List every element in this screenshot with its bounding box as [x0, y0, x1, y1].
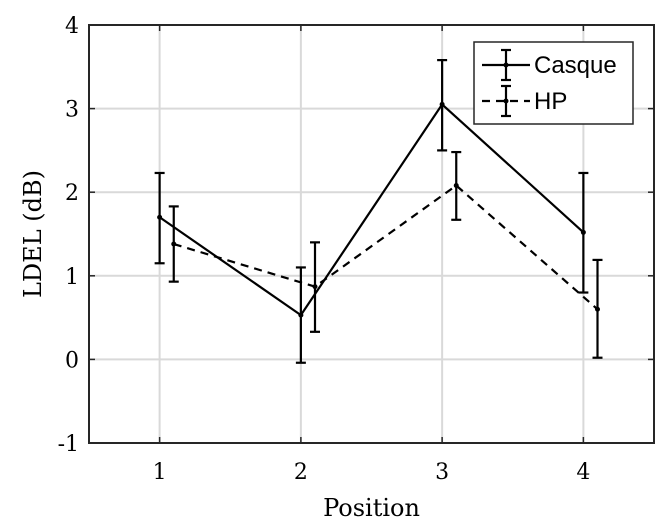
y-axis-label: LDEL (dB): [19, 170, 47, 298]
y-tick-label: 3: [65, 98, 79, 123]
data-point: [453, 183, 459, 189]
x-tick-label: 2: [294, 460, 308, 485]
data-point: [439, 101, 445, 107]
x-tick-labels: 1 2 3 4: [153, 460, 591, 485]
legend-marker: [503, 98, 509, 104]
y-tick-label: 0: [65, 348, 79, 373]
y-tick-label: 1: [65, 265, 79, 290]
legend-label: HP: [534, 88, 567, 115]
data-point: [171, 241, 177, 247]
y-tick-label: -1: [58, 432, 79, 457]
series-layer: [154, 59, 603, 364]
x-tick-label: 4: [576, 460, 590, 485]
legend-marker: [503, 62, 509, 68]
legend-item-casque: Casque: [482, 48, 617, 82]
legend-label: Casque: [534, 52, 617, 79]
legend: Casque HP: [473, 41, 634, 125]
data-point: [298, 312, 304, 318]
data-point: [580, 229, 586, 235]
legend-item-hp: HP: [482, 84, 567, 118]
data-point: [312, 284, 318, 290]
x-tick-label: 1: [153, 460, 167, 485]
legend-box: [473, 41, 634, 125]
plot-area-frame: [88, 24, 655, 444]
x-tick-label: 3: [435, 460, 449, 485]
series-line: [158, 102, 585, 317]
y-tick-label: 2: [65, 181, 79, 206]
axis-ticks: [89, 24, 654, 444]
series-line: [173, 184, 599, 311]
series-hp: [168, 150, 603, 359]
y-tick-labels: -1 0 1 2 3 4: [58, 14, 79, 457]
y-tick-label: 4: [65, 14, 79, 39]
data-point: [157, 214, 163, 220]
data-point: [595, 306, 600, 312]
x-axis-label: Position: [323, 494, 420, 522]
